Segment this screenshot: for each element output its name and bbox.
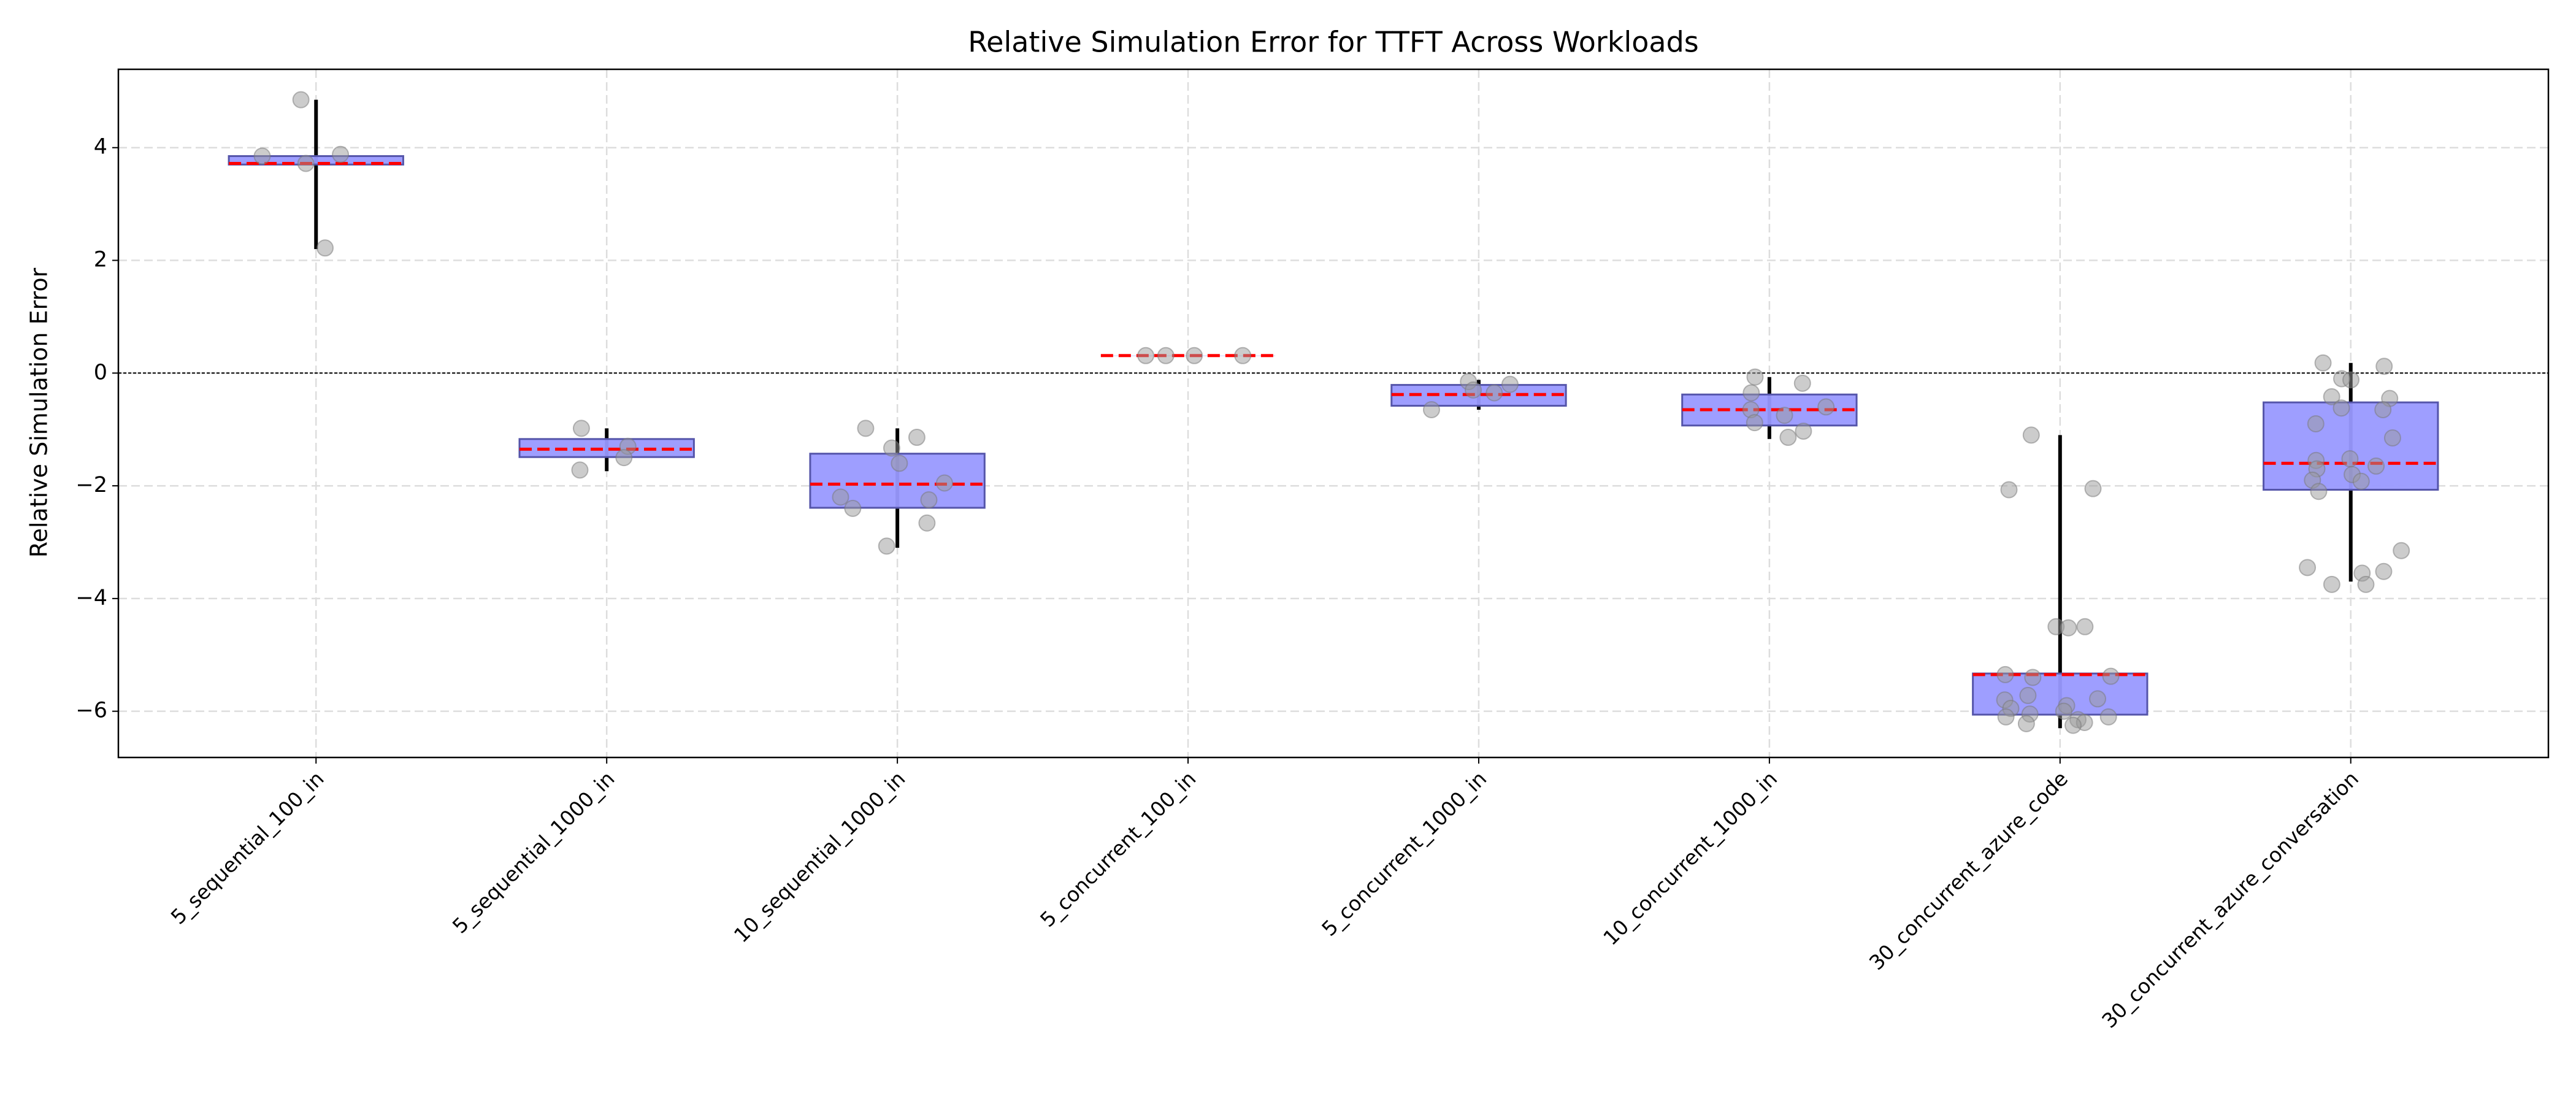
data-point xyxy=(2084,480,2102,497)
data-point xyxy=(2323,575,2340,593)
data-point xyxy=(2019,686,2037,704)
data-point xyxy=(615,449,633,467)
data-point xyxy=(332,145,350,163)
data-point xyxy=(1465,381,1482,399)
data-point xyxy=(1793,374,1811,392)
data-point xyxy=(844,499,862,517)
data-point xyxy=(2341,450,2359,467)
data-point xyxy=(1746,368,1764,386)
x-tick-label: 5_sequential_1000_in xyxy=(448,767,619,938)
y-tick-label: −6 xyxy=(75,699,107,723)
x-tick-label: 10_sequential_1000_in xyxy=(729,767,910,948)
data-point xyxy=(883,439,900,457)
data-point xyxy=(1186,347,1203,364)
data-point xyxy=(857,420,875,437)
data-point xyxy=(2375,562,2393,580)
data-point xyxy=(1501,375,1519,393)
data-point xyxy=(2333,399,2350,417)
data-point xyxy=(2060,619,2077,637)
y-axis-label: Relative Simulation Error xyxy=(26,267,53,558)
data-point xyxy=(891,454,908,472)
data-point xyxy=(1137,347,1155,364)
data-point xyxy=(2393,542,2410,559)
data-point xyxy=(1742,384,1760,402)
data-point xyxy=(571,461,589,479)
data-point xyxy=(918,514,936,532)
data-point xyxy=(1157,347,1175,364)
y-tick-label: −2 xyxy=(75,473,107,497)
data-point xyxy=(2314,354,2332,372)
data-point xyxy=(2089,690,2107,708)
data-point xyxy=(253,147,271,165)
y-tick-label: 0 xyxy=(94,360,107,385)
y-tick-label: 2 xyxy=(94,248,107,272)
data-point xyxy=(2055,702,2072,720)
x-tick-label: 5_concurrent_1000_in xyxy=(1317,767,1491,941)
x-tick-label: 5_concurrent_100_in xyxy=(1035,767,1200,932)
data-point xyxy=(2017,715,2035,732)
data-point xyxy=(2099,708,2117,726)
x-tick-label: 30_concurrent_azure_code xyxy=(1865,767,2072,975)
data-point xyxy=(2299,559,2317,577)
data-point xyxy=(1996,665,2014,683)
data-point xyxy=(1795,422,1812,440)
data-point xyxy=(1746,414,1763,432)
data-point xyxy=(935,474,953,492)
data-point xyxy=(2022,426,2040,444)
data-point xyxy=(2323,388,2340,405)
data-point xyxy=(2352,472,2370,490)
data-point xyxy=(2307,415,2325,432)
x-tick-label: 10_concurrent_1000_in xyxy=(1598,767,1782,950)
data-point xyxy=(2342,371,2360,389)
data-point xyxy=(2310,483,2328,500)
data-point xyxy=(1997,708,2015,726)
data-point xyxy=(292,91,310,109)
data-point xyxy=(2024,669,2042,686)
data-point xyxy=(2375,358,2393,375)
data-point xyxy=(1422,401,1440,419)
data-point xyxy=(908,429,926,447)
data-point xyxy=(1817,398,1835,416)
data-point xyxy=(2000,481,2018,499)
data-point xyxy=(2357,575,2375,593)
data-point xyxy=(1485,384,1503,402)
plot-frame xyxy=(117,68,2550,759)
x-tick-label: 5_sequential_100_in xyxy=(166,767,329,929)
data-point xyxy=(2102,667,2120,685)
data-point xyxy=(2076,618,2094,635)
data-point xyxy=(1776,407,1793,424)
data-point xyxy=(1779,429,1797,447)
y-tick-label: −4 xyxy=(75,586,107,610)
data-point xyxy=(297,155,315,172)
data-point xyxy=(1234,347,1252,364)
data-point xyxy=(316,239,334,257)
data-point xyxy=(832,488,849,506)
data-point xyxy=(2367,457,2385,475)
chart-title: Relative Simulation Error for TTFT Acros… xyxy=(968,26,1698,59)
x-tick-label: 30_concurrent_azure_conversation xyxy=(2097,767,2363,1033)
data-point xyxy=(878,537,895,555)
data-point xyxy=(572,420,590,437)
data-point xyxy=(2383,429,2401,447)
y-tick-label: 4 xyxy=(94,135,107,159)
data-point xyxy=(2374,401,2392,419)
data-point xyxy=(2064,716,2082,734)
data-point xyxy=(920,491,938,509)
